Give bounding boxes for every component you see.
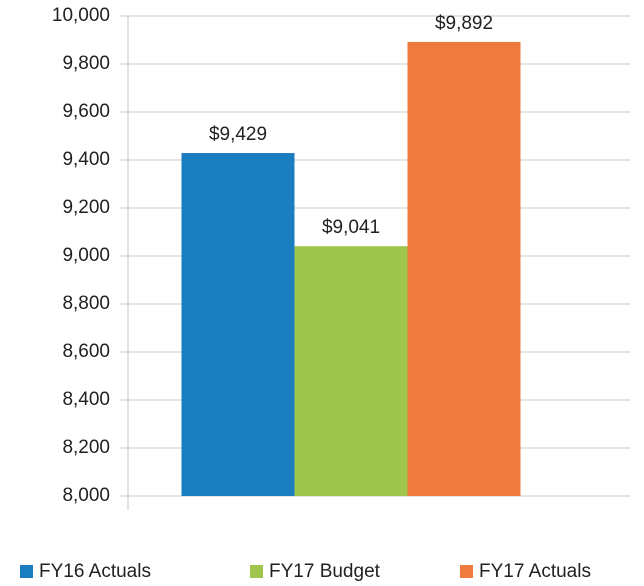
y-tick-label: 8,400 [62, 389, 110, 410]
data-label: $9,041 [322, 217, 380, 238]
legend-label: FY17 Budget [269, 561, 381, 582]
legend-label: FY17 Actuals [479, 561, 591, 582]
y-tick-label: 9,400 [62, 149, 110, 170]
y-tick-label: 8,200 [62, 437, 110, 458]
y-tick-label: 9,000 [62, 245, 110, 266]
y-tick-label: 9,800 [62, 53, 110, 74]
bar [407, 41, 521, 497]
bar [294, 246, 408, 496]
y-tick-label: 9,200 [62, 197, 110, 218]
y-tick-label: 9,600 [62, 101, 110, 122]
y-tick-label: 8,000 [62, 485, 110, 506]
legend-label: FY16 Actuals [39, 561, 151, 582]
y-tick-label: 10,000 [52, 5, 110, 26]
data-label: $9,892 [435, 13, 493, 34]
bar [181, 153, 295, 497]
y-tick-label: 8,800 [62, 293, 110, 314]
legend-swatch [250, 565, 263, 578]
y-tick-label: 8,600 [62, 341, 110, 362]
data-label: $9,429 [209, 124, 267, 145]
legend-swatch [20, 565, 33, 578]
legend-swatch [460, 565, 473, 578]
